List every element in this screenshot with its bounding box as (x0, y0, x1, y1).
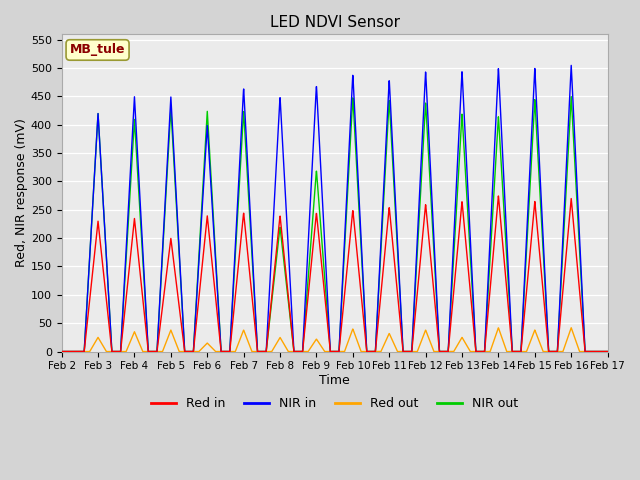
Y-axis label: Red, NIR response (mV): Red, NIR response (mV) (15, 118, 28, 267)
X-axis label: Time: Time (319, 374, 350, 387)
Legend: Red in, NIR in, Red out, NIR out: Red in, NIR in, Red out, NIR out (146, 392, 524, 415)
Text: MB_tule: MB_tule (70, 44, 125, 57)
Title: LED NDVI Sensor: LED NDVI Sensor (269, 15, 399, 30)
